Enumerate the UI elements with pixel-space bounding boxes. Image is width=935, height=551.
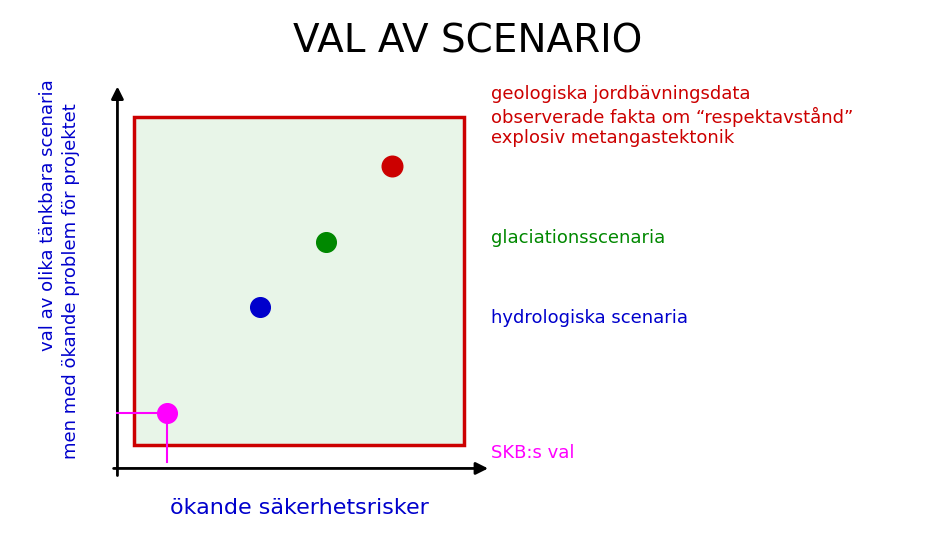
Point <box>384 161 399 170</box>
Bar <box>134 117 465 445</box>
Point <box>160 408 175 417</box>
Point <box>318 237 333 246</box>
Text: ökande säkerhetsrisker: ökande säkerhetsrisker <box>170 498 428 518</box>
Text: val av olika tänkbara scenaria: val av olika tänkbara scenaria <box>39 79 57 351</box>
Text: VAL AV SCENARIO: VAL AV SCENARIO <box>293 22 642 60</box>
Text: hydrologiska scenaria: hydrologiska scenaria <box>491 309 688 327</box>
Text: glaciationsscenaria: glaciationsscenaria <box>491 229 665 247</box>
Point <box>252 303 267 312</box>
Text: SKB:s val: SKB:s val <box>491 444 574 462</box>
Text: geologiska jordbävningsdata
observerade fakta om “respektavstånd”
explosiv metan: geologiska jordbävningsdata observerade … <box>491 85 854 148</box>
Text: men med ökande problem för projektet: men med ökande problem för projektet <box>62 103 80 459</box>
